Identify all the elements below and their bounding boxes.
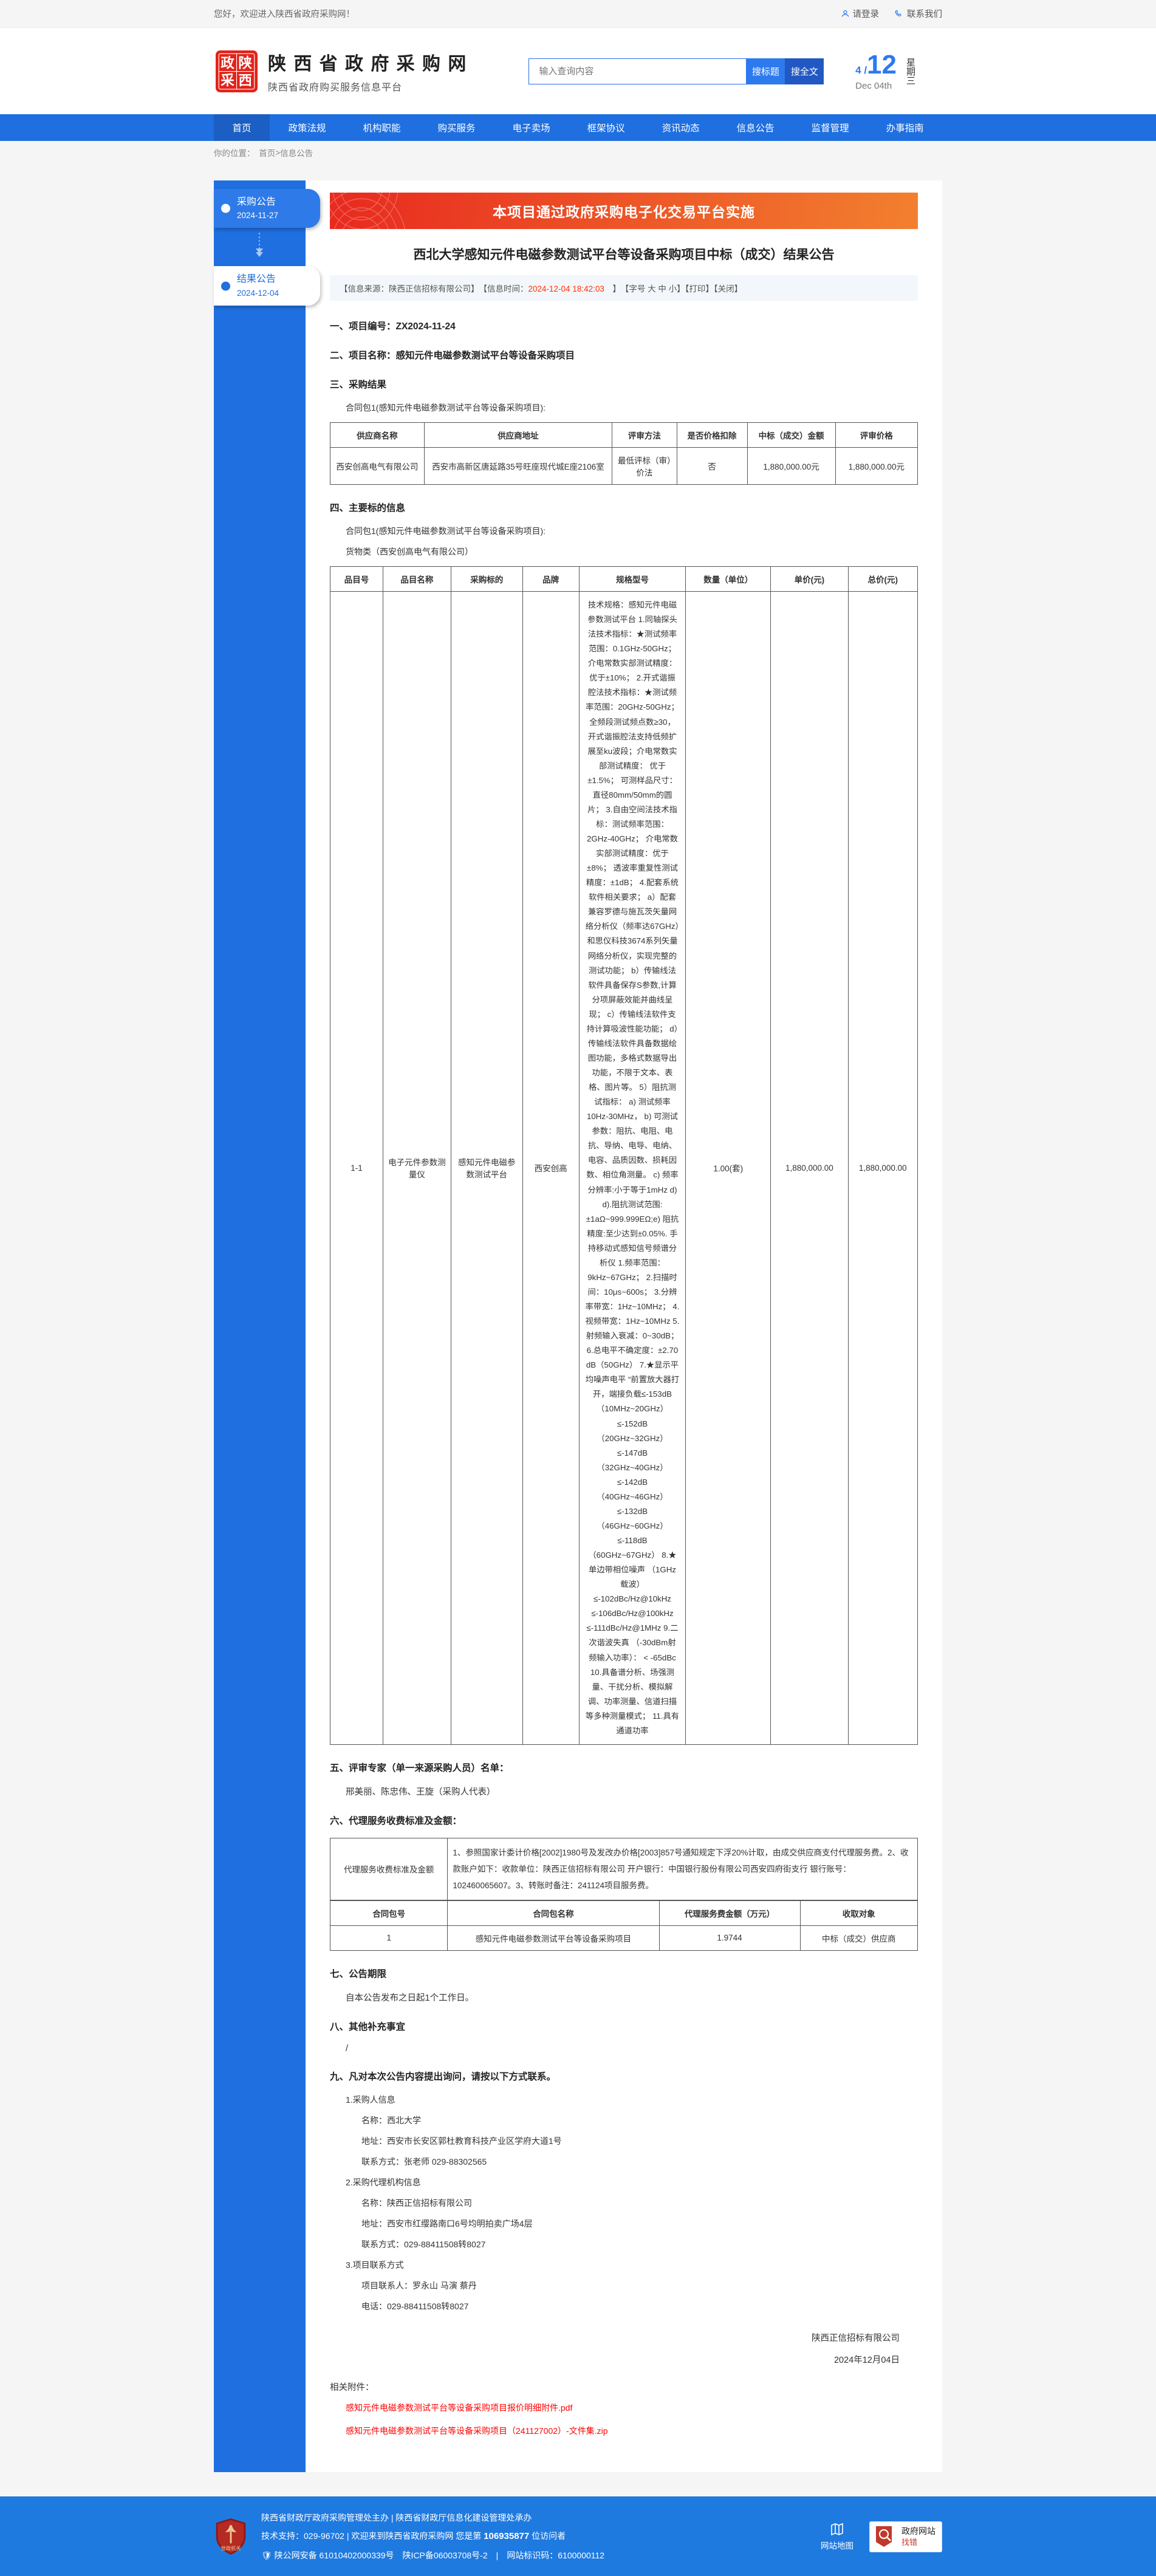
svg-text:采: 采 xyxy=(220,73,234,88)
svg-text:政: 政 xyxy=(221,55,234,70)
svg-text:西: 西 xyxy=(238,73,252,88)
svg-text:觉政机关: 觉政机关 xyxy=(221,2546,241,2552)
svg-text:陕: 陕 xyxy=(238,55,252,70)
